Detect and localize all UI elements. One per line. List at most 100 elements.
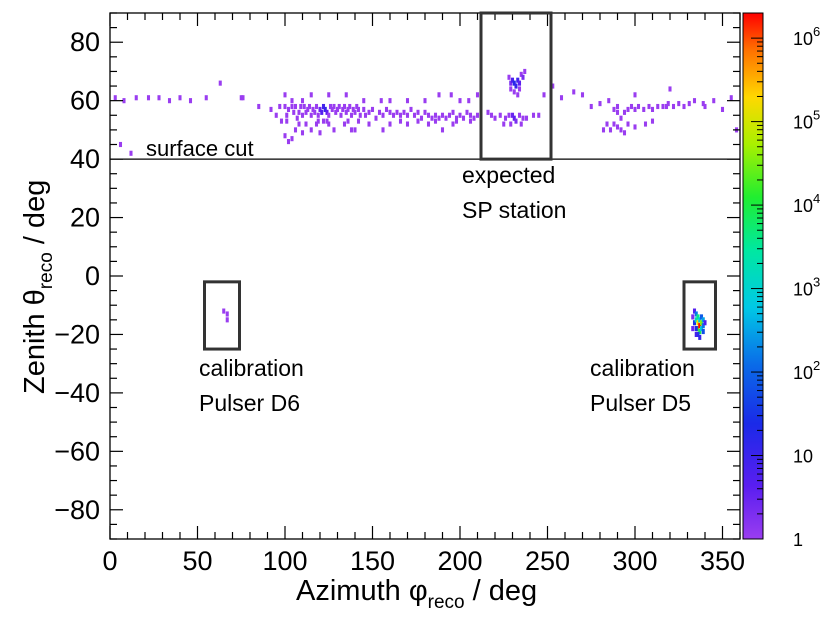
pulser-d5-label-line1: calibration [590, 355, 695, 381]
colorbar-tick-label: 105 [793, 108, 820, 133]
heatmap-cell [419, 115, 424, 121]
heatmap-cell [607, 98, 611, 104]
heatmap-cell [589, 103, 593, 110]
heatmap-cell [416, 109, 420, 115]
heatmap-cell [346, 106, 350, 112]
heatmap-cell [551, 83, 555, 89]
box-pulser-d5 [682, 280, 717, 351]
heatmap-cell [113, 95, 117, 101]
heatmap-cell [423, 109, 427, 115]
heatmap-cell [290, 136, 294, 142]
heatmap-cell [626, 106, 630, 112]
heatmap-cell [309, 112, 313, 118]
heatmap-cell [643, 121, 648, 127]
heatmap-cell [304, 109, 308, 115]
y-axis-title: Zenith θreco / deg [19, 180, 57, 394]
heatmap-cell [703, 320, 707, 326]
colorbar-ticks: 1 10 102 103 104 105 106 [742, 12, 820, 550]
heatmap-cell [225, 317, 229, 323]
heatmap-cell [437, 115, 441, 121]
heatmap-cell [293, 103, 298, 110]
heatmap-cell [517, 112, 522, 118]
heatmap-cell [629, 103, 634, 110]
heatmap-cells [113, 68, 739, 340]
heatmap-cell [642, 106, 646, 112]
heatmap-cell [285, 118, 289, 124]
heatmap-cell [437, 92, 441, 98]
heatmap-cell [580, 92, 585, 98]
heatmap-cell [416, 118, 420, 124]
heatmap-cell [559, 95, 564, 101]
heatmap-cell [430, 115, 434, 121]
heatmap-cell [384, 106, 389, 112]
heatmap-cell [516, 92, 520, 98]
heatmap-cell [285, 112, 289, 118]
heatmap-cell [699, 326, 704, 332]
heatmap-cell [519, 121, 523, 127]
heatmap-cell [405, 121, 410, 127]
heatmap-cell [521, 115, 525, 121]
heatmap-cell [701, 328, 705, 335]
y-tick-label: 80 [70, 27, 100, 57]
heatmap-cell [381, 112, 385, 118]
x-tick-label: 250 [525, 546, 570, 576]
heatmap-cell [118, 141, 123, 148]
x-axis-title-sub: reco [428, 592, 465, 613]
heatmap-cell [341, 106, 345, 112]
heatmap-cell [300, 112, 305, 118]
heatmap-cell [516, 77, 520, 83]
heatmap-cell [356, 106, 361, 112]
heatmap-cell [619, 127, 623, 133]
heatmap-cell [327, 121, 331, 127]
heatmap-cell [395, 109, 399, 115]
heatmap-cell [381, 127, 385, 133]
heatmap-cell [509, 121, 513, 127]
heatmap-cell [363, 112, 368, 118]
heatmap-cell [283, 103, 287, 110]
x-tick-label: 50 [182, 546, 212, 576]
heatmap-cell [311, 106, 315, 112]
x-axis-title-tail: / deg [465, 575, 538, 607]
colorbar [743, 13, 763, 539]
heatmap-cell [633, 124, 637, 130]
pulser-d6-label-line2: Pulser D6 [199, 390, 300, 416]
y-tick-label: 60 [70, 86, 100, 116]
heatmap-cell [241, 95, 245, 101]
heatmap-cell [278, 103, 282, 110]
heatmap-cell [353, 109, 357, 115]
heatmap-cell [318, 130, 322, 136]
heatmap-cell [694, 311, 698, 317]
heatmap-cell [696, 320, 700, 326]
heatmap-cell [468, 118, 473, 124]
heatmap-cell [313, 109, 317, 115]
heatmap-cell [286, 106, 291, 112]
y-axis-title-tail: / deg [19, 180, 51, 253]
heatmap-cell [521, 74, 525, 80]
heatmap-cell [337, 103, 341, 110]
heatmap-cell [696, 314, 700, 320]
heatmap-cell [687, 101, 691, 107]
heatmap-cell [531, 112, 536, 118]
heatmap-cell [306, 106, 310, 112]
heatmap-cell [353, 127, 357, 133]
heatmap-cell [692, 320, 697, 326]
heatmap-cell [647, 103, 651, 110]
sp-station-label-line1: expected [462, 162, 555, 188]
heatmap-cell [362, 106, 366, 112]
y-tick-label: 20 [70, 203, 100, 233]
pulser-d6-label-line1: calibration [199, 355, 304, 381]
heatmap-cell [671, 103, 676, 110]
heatmap-cell [507, 74, 511, 80]
heatmap-cell [274, 112, 278, 118]
y-tick-label: −20 [54, 319, 100, 349]
heatmap-cell [283, 133, 287, 139]
heatmap-cell [327, 92, 331, 98]
heatmap-cell [467, 98, 471, 104]
heatmap-cell [517, 80, 522, 86]
annotation-boxes [203, 11, 717, 351]
x-tick-label: 300 [612, 546, 657, 576]
heatmap-cell [405, 112, 410, 118]
heatmap-cell [475, 92, 480, 98]
heatmap-cell [398, 118, 403, 124]
colorbar-tick-label: 1 [793, 530, 803, 550]
